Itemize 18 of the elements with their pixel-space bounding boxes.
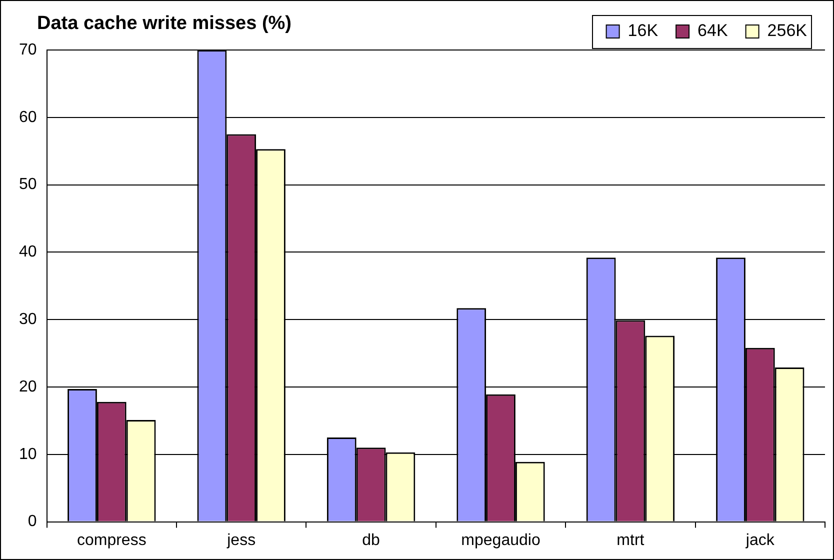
chart-title: Data cache write misses (%) xyxy=(37,13,292,35)
legend-label: 256K xyxy=(767,21,808,40)
x-tick-label: compress xyxy=(76,532,146,549)
x-tick-label: db xyxy=(362,532,380,549)
y-tick-label: 20 xyxy=(19,378,37,396)
y-tick-label: 50 xyxy=(19,176,37,194)
y-tick-label: 0 xyxy=(28,513,37,530)
legend-label: 16K xyxy=(628,21,659,40)
y-tick-label: 60 xyxy=(19,108,37,126)
y-tick-label: 30 xyxy=(19,311,37,328)
y-tick-label: 40 xyxy=(19,244,37,261)
x-tick-label: mpegaudio xyxy=(461,532,540,549)
legend-label: 64K xyxy=(698,21,728,40)
y-tick-label: 10 xyxy=(19,446,37,463)
x-tick-label: mtrt xyxy=(616,532,645,549)
x-tick-label: jess xyxy=(226,532,256,549)
x-tick-label: jack xyxy=(744,532,776,549)
y-tick-label: 70 xyxy=(19,41,37,58)
